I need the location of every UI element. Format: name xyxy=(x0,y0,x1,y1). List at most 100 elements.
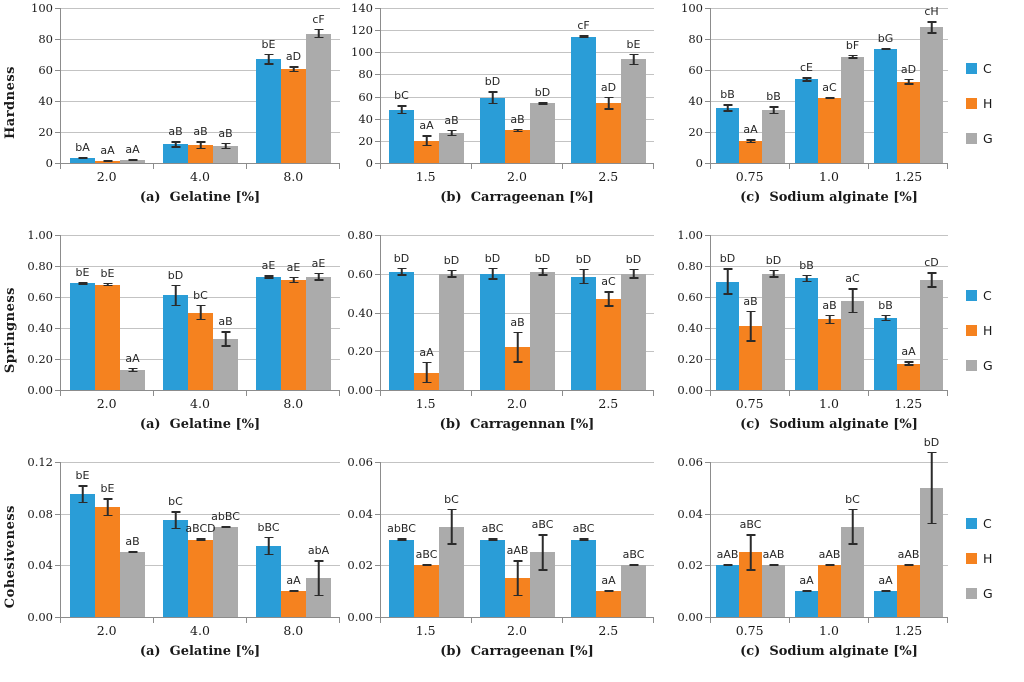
error-bar-cap-top xyxy=(314,560,323,562)
x-axis-labels: 1.5 2.0 2.5 xyxy=(340,623,654,638)
error-bar xyxy=(825,564,834,567)
chart: 0 20 40 60 80 100 bA aA aA aB aB aB bE aD cF 2.0 4.0 8.0 (… xyxy=(20,1,340,205)
gridline xyxy=(61,266,340,267)
error-bar xyxy=(769,106,778,115)
bar-group: bD aC bD xyxy=(563,235,654,390)
bar-H: aD xyxy=(281,51,306,163)
error-bar-cap-top xyxy=(171,141,180,143)
y-tick-label: 0.60 xyxy=(677,290,703,304)
error-bar-cap-top xyxy=(196,141,205,143)
error-bar-cap-top xyxy=(746,310,755,313)
error-bar-cap-bottom xyxy=(881,590,890,593)
error-bar-cap-top xyxy=(802,77,811,79)
chart: 0.00 0.04 0.08 0.12 bE bE aB bC aBCD abBC bBC aA abA… xyxy=(20,455,340,659)
bar-G: bD xyxy=(439,254,464,390)
chart-cell: 0 20 40 60 80 100 bB aA bB cE aC bF bG aD cH 0.75 1.0 1.2… xyxy=(670,0,1024,227)
point-label: cF xyxy=(577,19,590,33)
error-bar xyxy=(513,128,522,132)
x-category-label: 4.0 xyxy=(190,169,210,184)
point-label: bD xyxy=(484,75,501,89)
point-label: aD xyxy=(900,62,917,76)
y-axis: 0 20 40 60 80 100 120 140 xyxy=(340,1,380,170)
gridline xyxy=(711,462,948,463)
chart: 0.00 0.02 0.04 0.06 abBC aBC bC aBC aAB aBC aBC aA a… xyxy=(340,455,670,659)
bar-G: aE xyxy=(306,257,331,390)
error-bar-line xyxy=(582,268,585,285)
error-bar-cap-bottom xyxy=(604,590,613,593)
error-bar-line xyxy=(726,104,729,112)
error-bar-cap-top xyxy=(538,101,547,104)
error-bar-cap-bottom xyxy=(264,553,273,556)
y-tick-label: 0.02 xyxy=(677,558,703,573)
bar-G: bC xyxy=(439,493,464,617)
y-axis-tick xyxy=(55,565,60,567)
bar-C: bD xyxy=(163,269,188,390)
y-axis-tick xyxy=(375,351,380,353)
error-bar-line xyxy=(772,269,775,278)
bar-group: bB aA bB xyxy=(711,8,790,163)
x-axis-tick xyxy=(380,618,381,623)
legend-entry-C: C xyxy=(966,61,1024,76)
error-bar xyxy=(488,91,497,105)
error-bar-cap-bottom xyxy=(289,590,298,593)
point-label: aB xyxy=(193,125,208,139)
bar-H: bE xyxy=(95,267,120,390)
y-axis: 0.00 0.02 0.04 0.06 xyxy=(670,455,710,624)
x-axis-tick xyxy=(868,164,869,169)
error-bar-cap-top xyxy=(264,53,273,56)
error-bar-cap-top xyxy=(927,451,936,454)
error-bar-line xyxy=(516,128,519,132)
legend-entry-G: G xyxy=(966,358,1024,373)
error-bar-cap-bottom xyxy=(171,304,180,307)
bar-G: aA xyxy=(120,144,145,163)
error-bar xyxy=(128,159,137,162)
bar-H: aA xyxy=(414,120,439,163)
y-tick-label: 40 xyxy=(688,94,703,108)
error-bar-line xyxy=(199,304,202,321)
bar-group: bC aA aB xyxy=(381,8,472,163)
error-bar-cap-top xyxy=(488,267,497,270)
error-bar-cap-top xyxy=(78,281,87,284)
x-axis-tick xyxy=(710,618,711,623)
bar-group: aA aAB bD xyxy=(869,436,948,617)
error-bar-line xyxy=(174,141,177,148)
error-bar-cap-top xyxy=(629,268,638,271)
bar-G: aB xyxy=(213,316,238,390)
error-bar-line xyxy=(131,367,134,373)
x-category-label: 2.0 xyxy=(507,169,527,184)
bar-C: bE xyxy=(70,266,95,390)
point-label: cF xyxy=(312,12,325,26)
y-tick-label: 0.08 xyxy=(27,506,53,521)
chart-cell: 0.00 0.02 0.04 0.06 abBC aBC bC aBC aAB aBC aBC aA a… xyxy=(340,454,670,682)
error-bar-cap-top xyxy=(604,96,613,99)
y-axis-tick xyxy=(705,266,710,267)
bar-C: bC xyxy=(163,496,188,617)
error-bar xyxy=(927,451,936,525)
y-axis-tick xyxy=(375,8,380,9)
y-axis-tick xyxy=(55,235,60,236)
legend-label-G: G xyxy=(983,585,993,601)
legend-label-C: C xyxy=(983,61,992,76)
point-label: aBCD xyxy=(185,522,216,536)
gridline xyxy=(61,235,340,236)
x-axis-tick xyxy=(653,618,654,623)
error-bar xyxy=(604,96,613,110)
bar-H: aA xyxy=(281,575,306,617)
y-axis-tick xyxy=(375,163,380,164)
error-bar xyxy=(825,314,834,325)
bar-C: bD xyxy=(716,253,739,390)
bar-group: aBC aAB aBC xyxy=(472,462,563,617)
x-axis-tick xyxy=(788,391,790,396)
point-label: cH xyxy=(924,5,939,19)
error-bar xyxy=(604,291,613,307)
legend-entry-C: C xyxy=(966,288,1024,303)
x-axis-tick xyxy=(380,391,381,396)
point-label: aE xyxy=(311,256,326,270)
error-bar-cap-bottom xyxy=(848,57,857,59)
error-bar-line xyxy=(199,141,202,150)
error-bar-cap-top xyxy=(128,367,137,370)
error-bar-line xyxy=(930,272,933,288)
y-axis-tick xyxy=(705,513,710,515)
bar-C: bBC xyxy=(256,521,281,617)
error-bar xyxy=(802,77,811,82)
